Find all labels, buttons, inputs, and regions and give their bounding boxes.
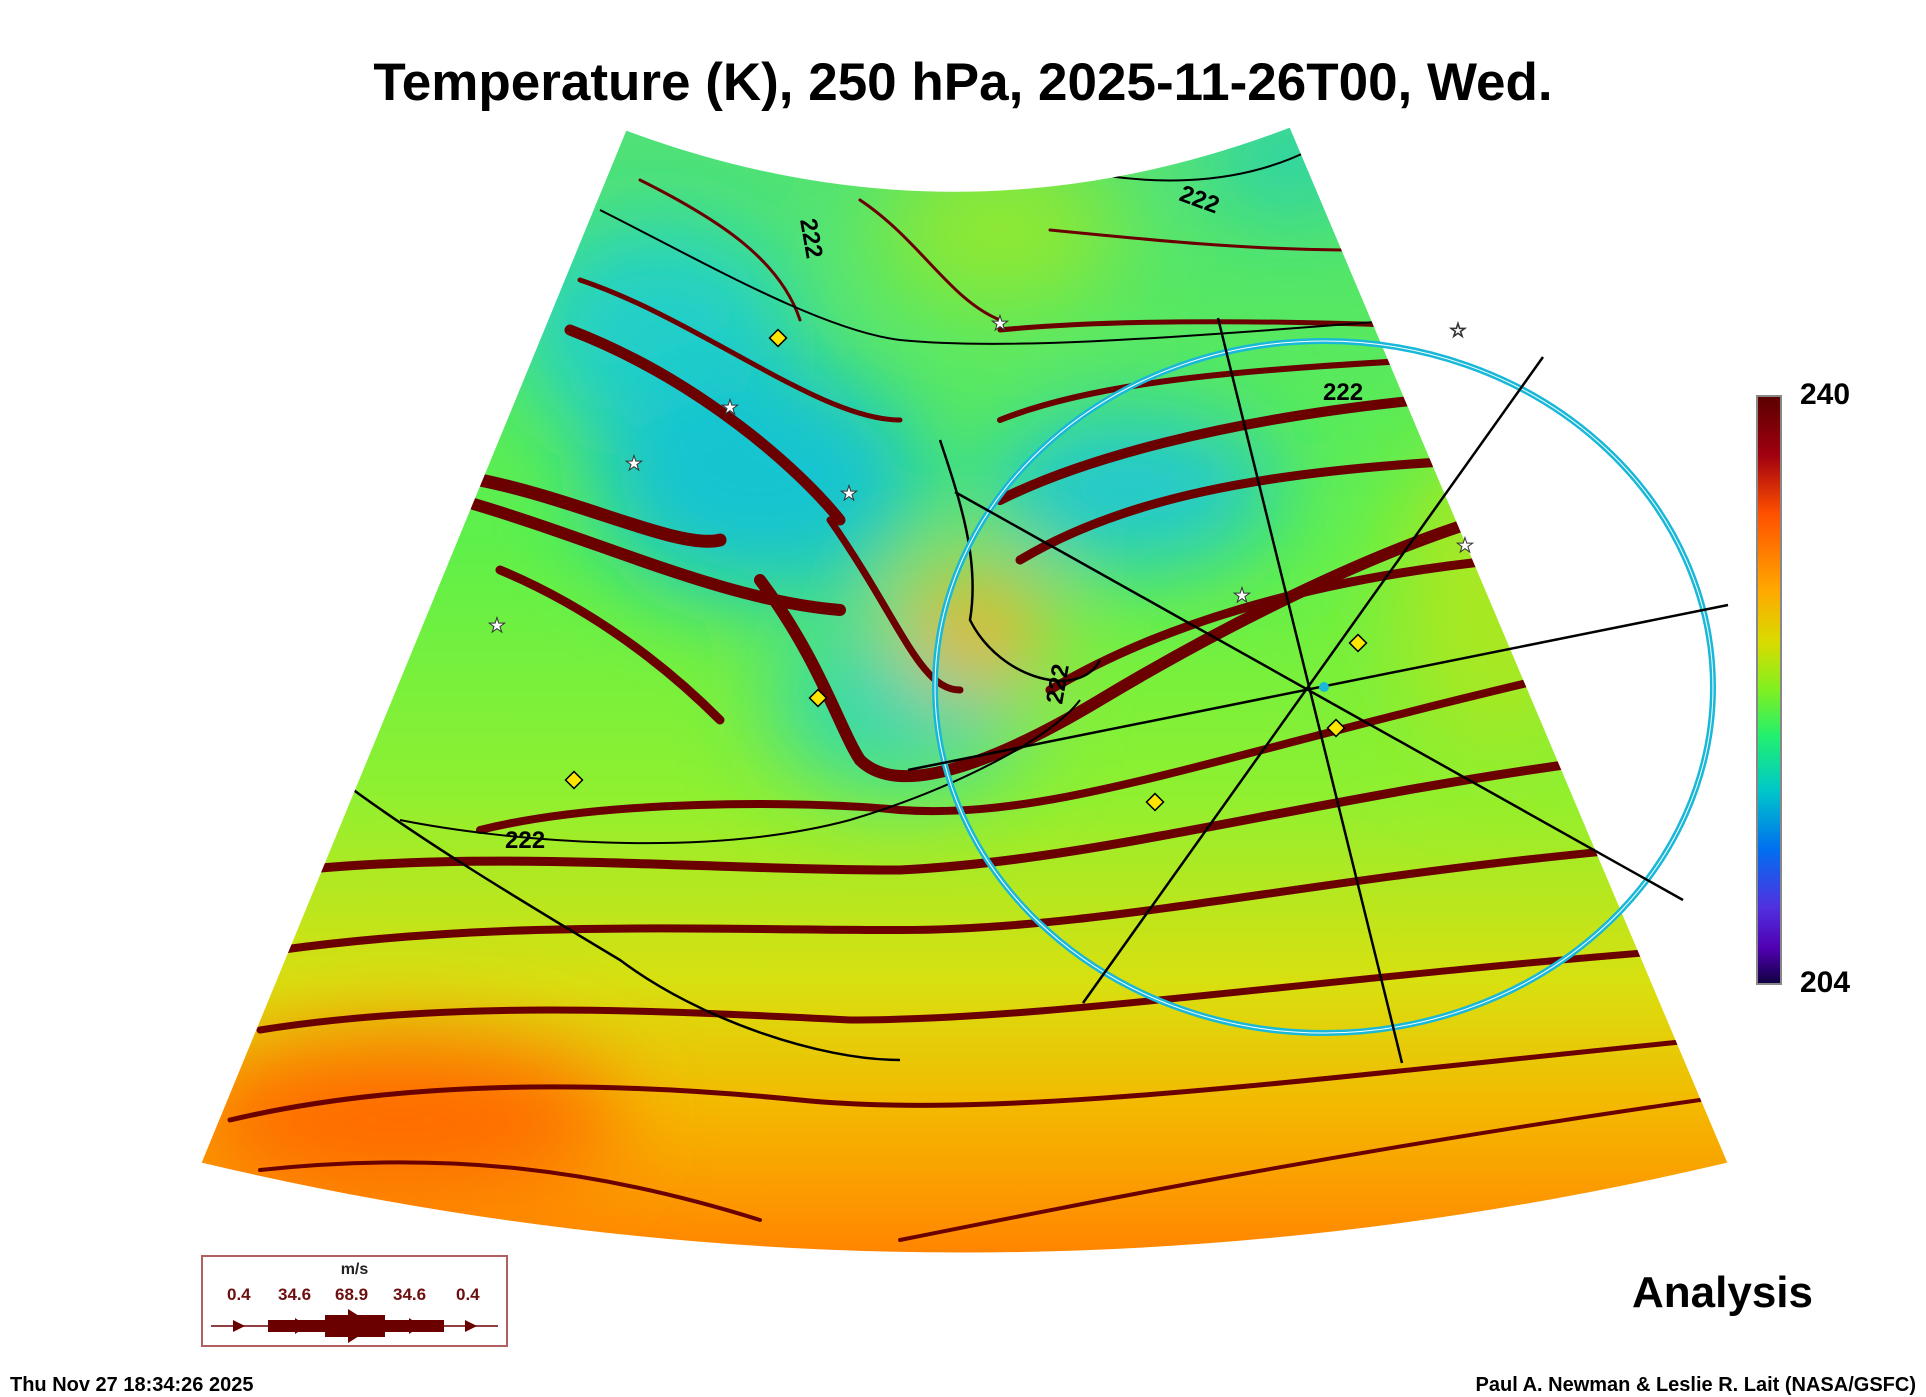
streamline (638, 178, 802, 322)
range-ring (907, 317, 1729, 1064)
station-markers (564, 328, 1368, 812)
streamline (256, 946, 1684, 1034)
streamline (898, 1098, 1702, 1242)
legend-value: 0.4 (456, 1285, 480, 1304)
streamline (997, 357, 1423, 423)
star-icon: ★ (991, 313, 1009, 335)
legend-value: 68.9 (335, 1285, 369, 1304)
radial-line (1081, 356, 1545, 1004)
diamond-marker (1145, 792, 1165, 812)
streamline (295, 755, 1605, 875)
legend-value: 34.6 (278, 1285, 312, 1304)
streamline (227, 1037, 1703, 1123)
legend-value: 34.6 (393, 1285, 427, 1304)
footer-credit: Paul A. Newman & Leslie R. Lait (NASA/GS… (1475, 1374, 1916, 1396)
colorbar-min-label: 204 (1800, 966, 1851, 999)
streamline (995, 395, 1425, 505)
diamond-marker (1348, 633, 1368, 653)
legend-value: 0.4 (227, 1285, 251, 1304)
streamline (454, 494, 846, 616)
streamline (258, 1160, 762, 1222)
diamond-marker (564, 770, 584, 790)
streamline (473, 473, 727, 548)
streamline (1015, 455, 1485, 565)
radial-line (954, 490, 1684, 902)
wind-speed-legend: m/s 0.4 34.6 68.9 34.6 0.4 (201, 1255, 508, 1347)
coastline (339, 778, 901, 1062)
legend-unit: m/s (340, 1261, 369, 1278)
streamline (858, 198, 1002, 322)
streamline (826, 516, 964, 694)
streamline (476, 676, 1544, 834)
streamline (1045, 555, 1505, 695)
star-icon: ★ (488, 615, 506, 637)
footer-timestamp: Thu Nov 27 18:34:26 2025 (10, 1374, 254, 1396)
contours-and-coastlines (339, 149, 1401, 1062)
contour-222 (599, 209, 1401, 345)
star-markers: ★ ★ ★ ★ ★ ★ ★ ☆ (488, 313, 1475, 638)
star-icon: ★ (1233, 585, 1251, 607)
star-icon: ★ (840, 483, 858, 505)
streamline (577, 277, 903, 423)
map-title: Temperature (K), 250 hPa, 2025-11-26T00,… (373, 53, 1553, 112)
temperature-field (201, 127, 1728, 1253)
colorbar-max-label: 240 (1800, 378, 1851, 411)
map-border (200, 126, 1729, 1254)
contour-label: 222 (505, 827, 545, 854)
product-label: Analysis (1632, 1268, 1813, 1317)
diamond-marker (1326, 718, 1346, 738)
radial-line (907, 603, 1729, 772)
star-icon: ☆ (1449, 320, 1467, 342)
streamline (1048, 228, 1352, 252)
diamond-marker (808, 688, 828, 708)
diamond-marker (768, 328, 788, 348)
streamline (495, 565, 725, 725)
streamline (997, 319, 1393, 333)
star-icon: ★ (625, 453, 643, 475)
coastline (938, 439, 1102, 683)
streamline (276, 846, 1624, 954)
colorbar (1756, 395, 1782, 985)
legend-arrow-scale (211, 1309, 498, 1343)
star-icon: ★ (721, 397, 739, 419)
streamline (564, 324, 846, 526)
contour-label: 222 (1323, 379, 1363, 406)
star-icon: ★ (1456, 535, 1474, 557)
